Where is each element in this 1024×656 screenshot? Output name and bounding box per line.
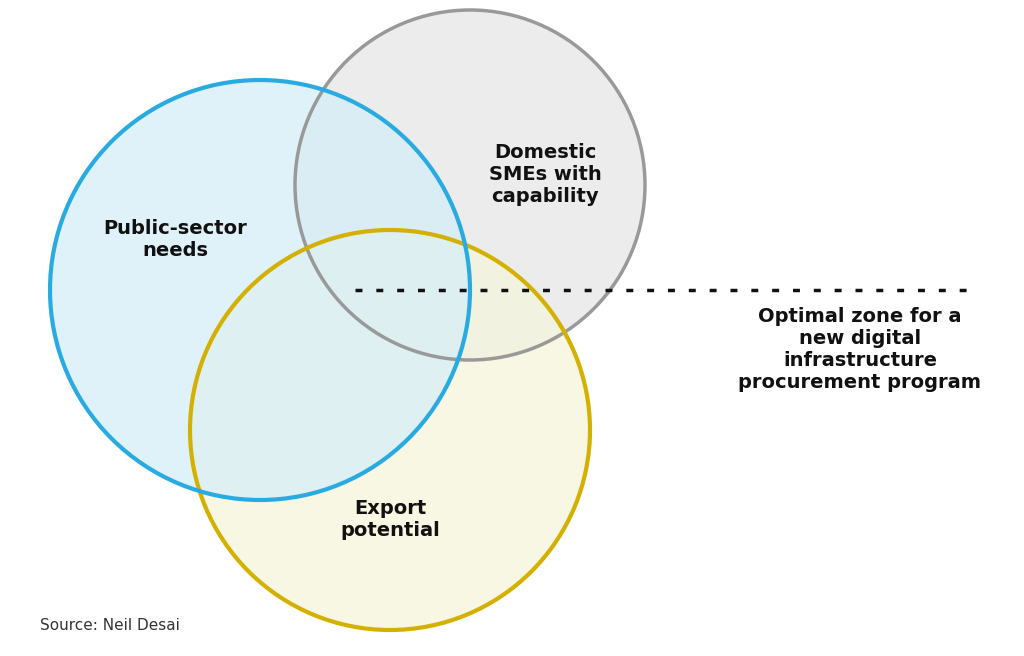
Text: Export
potential: Export potential <box>340 499 440 541</box>
Text: Optimal zone for a
new digital
infrastructure
procurement program: Optimal zone for a new digital infrastru… <box>738 308 981 392</box>
Text: Source: Neil Desai: Source: Neil Desai <box>40 619 180 634</box>
Text: Public-sector
needs: Public-sector needs <box>103 220 247 260</box>
Circle shape <box>190 230 590 630</box>
Circle shape <box>295 10 645 360</box>
Text: Domestic
SMEs with
capability: Domestic SMEs with capability <box>488 144 601 207</box>
Circle shape <box>50 80 470 500</box>
